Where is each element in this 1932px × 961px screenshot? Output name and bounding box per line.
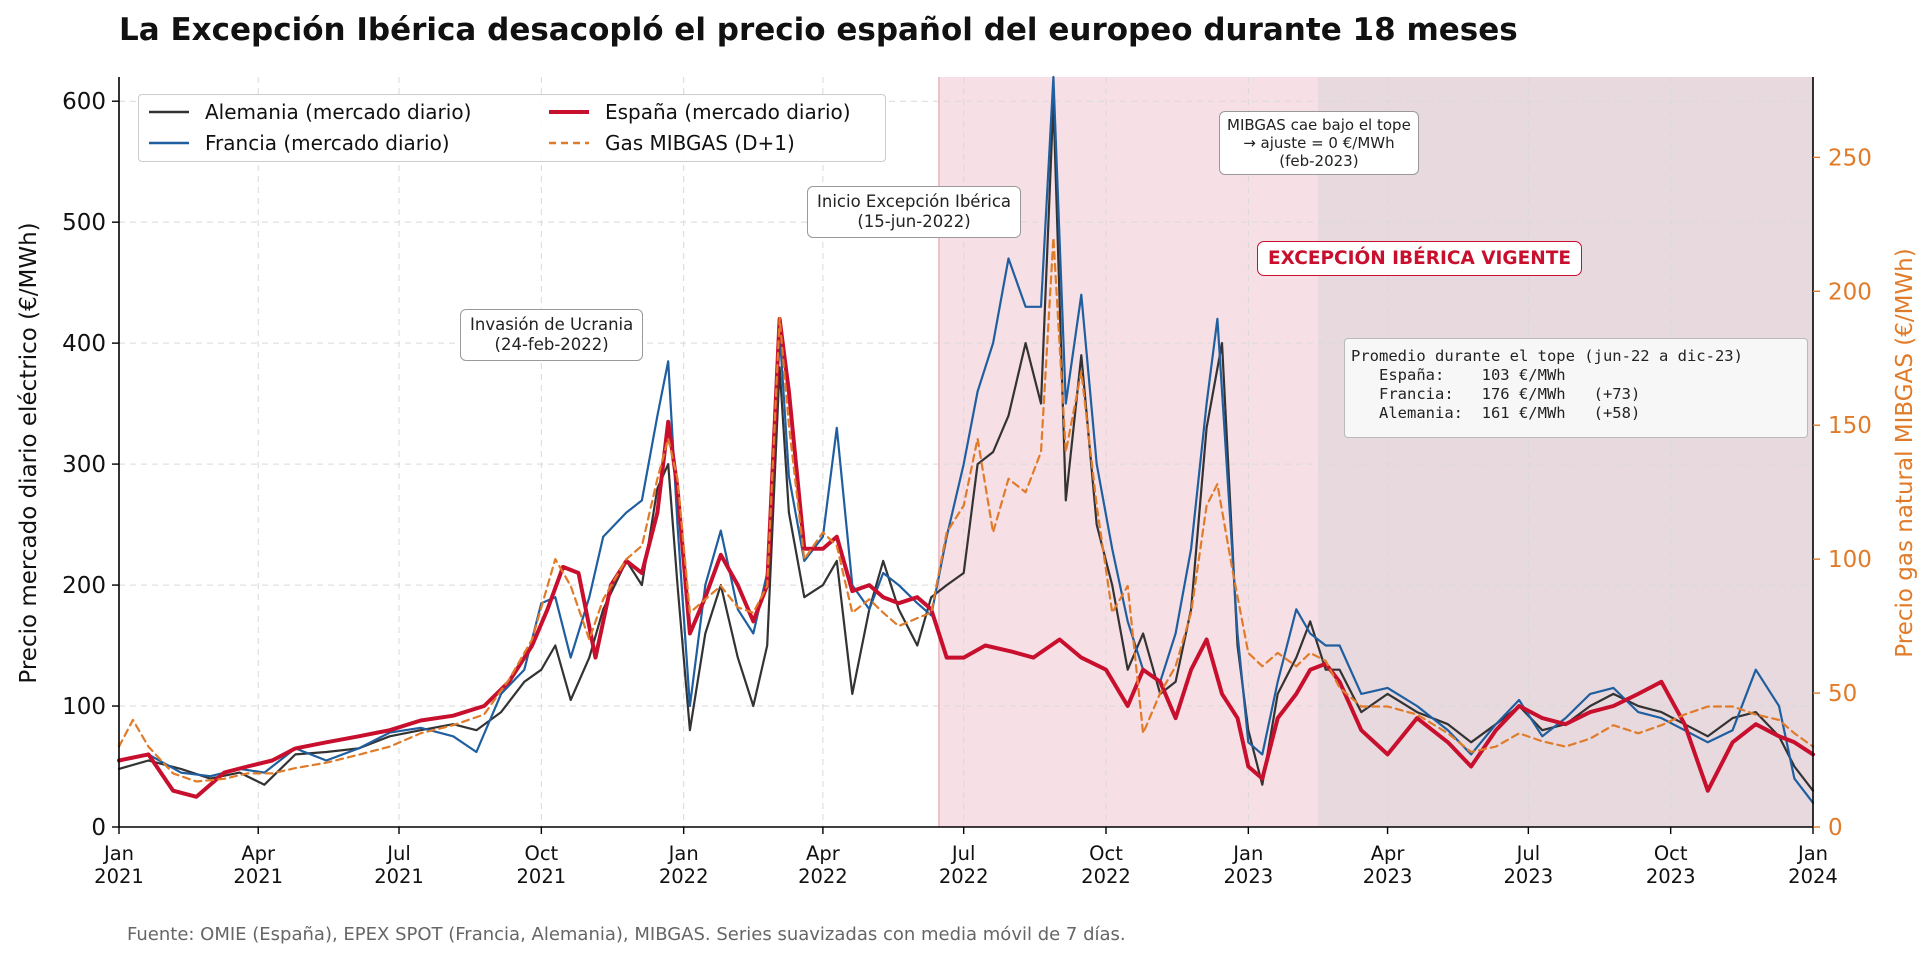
legend-item-francia: Francia (mercado diario)	[147, 131, 450, 155]
axes	[118, 77, 1814, 828]
y-left-tick-label-200: 200	[62, 573, 106, 599]
y-left-tick-label-600: 600	[62, 89, 106, 115]
x-tick-label-year-12: 2024	[1788, 865, 1838, 888]
y-left-tick-label-0: 0	[91, 815, 106, 841]
x-tick-label-year-4: 2022	[659, 865, 709, 888]
x-tick-label-month-9: Apr	[1371, 842, 1406, 865]
legend-swatch-alemania	[149, 110, 189, 114]
x-tick-label-year-10: 2023	[1504, 865, 1554, 888]
y-axis-label-right: Precio gas natural MIBGAS (€/MWh)	[1892, 248, 1918, 657]
y-left-tick-label-400: 400	[62, 331, 106, 357]
source-note: Fuente: OMIE (España), EPEX SPOT (Franci…	[127, 924, 1126, 945]
legend-item-alemania: Alemania (mercado diario)	[147, 100, 471, 124]
y-axis-label-left: Precio mercado diario eléctrico (€/MWh)	[16, 222, 42, 683]
legend-label-espana: España (mercado diario)	[605, 100, 851, 124]
annotation-mibgas-line1: MIBGAS cae bajo el tope	[1227, 116, 1411, 134]
series-line-gas	[117, 236, 1815, 783]
y-right-tick-label-150: 150	[1828, 413, 1872, 439]
legend-swatch-espana	[549, 110, 589, 114]
tick-labels: 0100200300400500600050100150200250Jan202…	[62, 89, 1872, 888]
x-tick-label-year-9: 2023	[1363, 865, 1413, 888]
x-tick-label-month-12: Jan	[1796, 842, 1828, 865]
x-tick-label-year-8: 2023	[1224, 865, 1274, 888]
x-tick-label-month-10: Jul	[1515, 842, 1541, 865]
series-line-alemania	[117, 100, 1815, 792]
y-left-tick-label-100: 100	[62, 694, 106, 720]
annotation-mibgas-line3: (feb-2023)	[1279, 152, 1359, 170]
x-tick-label-month-3: Oct	[524, 842, 558, 865]
annotation-inicio-line2: (15-jun-2022)	[857, 212, 971, 231]
stats-box: Promedio durante el tope (jun-22 a dic-2…	[1344, 338, 1808, 438]
y-right-tick-label-0: 0	[1828, 815, 1843, 841]
x-tick-label-month-6: Jul	[950, 842, 976, 865]
shaded-regions	[938, 77, 1813, 827]
legend-swatch-francia	[149, 141, 189, 145]
x-tick-label-year-1: 2021	[233, 865, 283, 888]
series-lines	[117, 75, 1815, 804]
annotation-inicio-excepcion: Inicio Excepción Ibérica (15-jun-2022)	[807, 186, 1021, 238]
x-tick-label-month-4: Jan	[667, 842, 699, 865]
x-tick-label-month-1: Apr	[241, 842, 276, 865]
x-tick-label-year-11: 2023	[1646, 865, 1696, 888]
x-tick-label-month-11: Oct	[1654, 842, 1688, 865]
y-right-tick-label-250: 250	[1828, 145, 1872, 171]
y-left-tick-label-500: 500	[62, 210, 106, 236]
annotation-inicio-line1: Inicio Excepción Ibérica	[817, 192, 1011, 211]
x-tick-label-year-3: 2021	[517, 865, 567, 888]
y-right-tick-label-100: 100	[1828, 547, 1872, 573]
annotation-ucrania-line2: (24-feb-2022)	[494, 335, 609, 354]
legend: Alemania (mercado diario) Francia (merca…	[138, 94, 886, 162]
legend-label-gas: Gas MIBGAS (D+1)	[605, 131, 795, 155]
x-tick-label-year-2: 2021	[374, 865, 424, 888]
x-tick-label-year-6: 2022	[939, 865, 989, 888]
chart-title: La Excepción Ibérica desacopló el precio…	[119, 12, 1518, 48]
series-line-espana	[117, 316, 1815, 799]
y-right-tick-label-50: 50	[1828, 681, 1857, 707]
x-tick-label-month-7: Oct	[1089, 842, 1123, 865]
annotation-mibgas: MIBGAS cae bajo el tope → ajuste = 0 €/M…	[1219, 111, 1419, 175]
stats-heading: Promedio durante el tope (jun-22 a dic-2…	[1351, 347, 1743, 365]
x-tick-label-month-8: Jan	[1231, 842, 1263, 865]
legend-swatch-gas	[549, 141, 589, 145]
x-tick-label-year-5: 2022	[798, 865, 848, 888]
legend-item-gas: Gas MIBGAS (D+1)	[547, 131, 795, 155]
x-tick-label-year-0: 2021	[94, 865, 144, 888]
x-tick-label-year-7: 2022	[1081, 865, 1131, 888]
legend-label-francia: Francia (mercado diario)	[205, 131, 450, 155]
annotation-mibgas-line2: → ajuste = 0 €/MWh	[1243, 134, 1395, 152]
legend-item-espana: España (mercado diario)	[547, 100, 851, 124]
y-left-tick-label-300: 300	[62, 452, 106, 478]
x-tick-label-month-0: Jan	[102, 842, 134, 865]
annotation-ucrania: Invasión de Ucrania (24-feb-2022)	[460, 309, 644, 361]
legend-label-alemania: Alemania (mercado diario)	[205, 100, 472, 124]
annotation-ucrania-line1: Invasión de Ucrania	[470, 315, 634, 334]
x-tick-label-month-2: Jul	[385, 842, 411, 865]
excepcion-vigente-tag: EXCEPCIÓN IBÉRICA VIGENTE	[1257, 241, 1582, 276]
stats-espana: España: 103 €/MWh	[1351, 366, 1566, 384]
y-right-tick-label-200: 200	[1828, 279, 1872, 305]
stats-francia: Francia: 176 €/MWh (+73)	[1351, 385, 1641, 403]
stats-alemania: Alemania: 161 €/MWh (+58)	[1351, 404, 1641, 422]
x-tick-label-month-5: Apr	[806, 842, 841, 865]
